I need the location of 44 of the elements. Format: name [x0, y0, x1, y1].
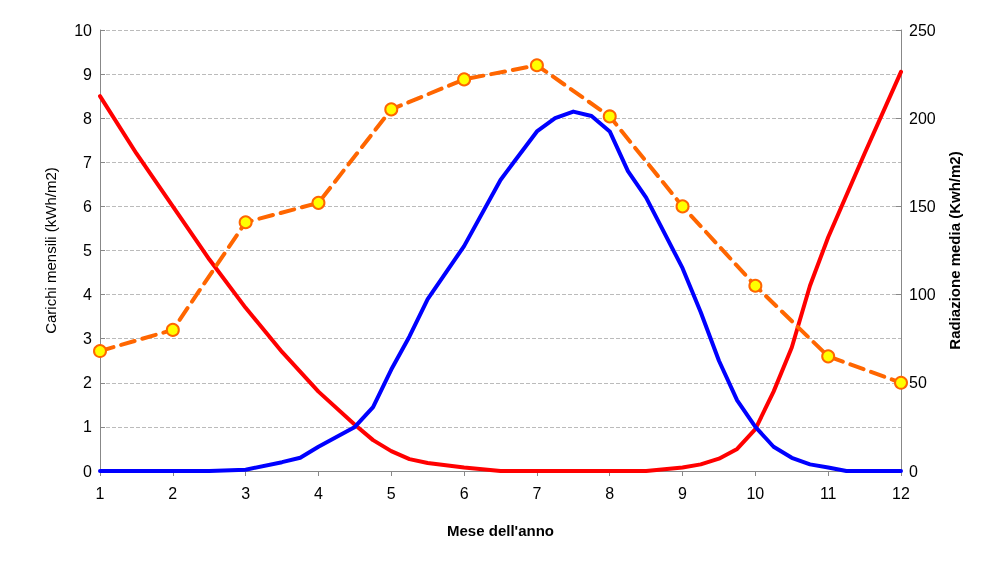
y-tick-label: 7 — [83, 153, 93, 171]
y2-tick-label: 50 — [909, 374, 927, 392]
x-tick-label: 2 — [168, 484, 178, 502]
y2-tick-label: 0 — [909, 462, 918, 480]
y2-axis-title: Radiazione media (Kwh/m2) — [945, 151, 963, 350]
y-tick-label: 5 — [83, 242, 93, 259]
point — [748, 278, 763, 293]
x-tick-label: 9 — [678, 484, 688, 502]
y2-tick-label: 150 — [909, 197, 936, 215]
x-tick-label: 7 — [532, 484, 542, 502]
x-tick-label: 8 — [605, 484, 615, 502]
point — [675, 199, 690, 214]
x-tick-label: 4 — [314, 484, 323, 502]
x-axis-title: Mese dell'anno — [447, 522, 554, 539]
x-tick-label: 12 — [892, 484, 910, 502]
y-tick-label: 6 — [83, 197, 93, 215]
point — [457, 72, 472, 87]
y2-tick-label: 100 — [909, 286, 936, 304]
y-tick-label: 10 — [74, 21, 93, 39]
x-tick-label: 1 — [95, 484, 105, 502]
y-tick-label: 3 — [83, 330, 93, 348]
y2-tick-label: 200 — [909, 109, 936, 127]
x-tick-label: 3 — [241, 484, 251, 502]
x-tick-label: 6 — [459, 484, 469, 502]
point — [238, 215, 253, 230]
x-tick-label: 11 — [819, 484, 837, 502]
y-tick-label: 1 — [83, 418, 93, 436]
point — [165, 322, 180, 337]
x-tick-label: 10 — [746, 484, 765, 502]
point — [602, 109, 617, 124]
y-tick-label: 0 — [83, 462, 93, 480]
y2-tick-label: 250 — [909, 21, 936, 39]
point — [821, 349, 836, 364]
y-tick-label: 9 — [83, 65, 93, 83]
y-tick-label: 2 — [83, 374, 93, 392]
point — [384, 102, 399, 117]
point — [529, 58, 544, 73]
y-tick-label: 8 — [83, 109, 93, 127]
x-tick-label: 5 — [386, 484, 396, 502]
y-tick-label: 4 — [83, 286, 93, 304]
y-axis-title: Carichi mensili (kWh/m2) — [42, 167, 59, 334]
point — [93, 344, 107, 359]
point — [311, 195, 326, 210]
point — [894, 375, 908, 390]
